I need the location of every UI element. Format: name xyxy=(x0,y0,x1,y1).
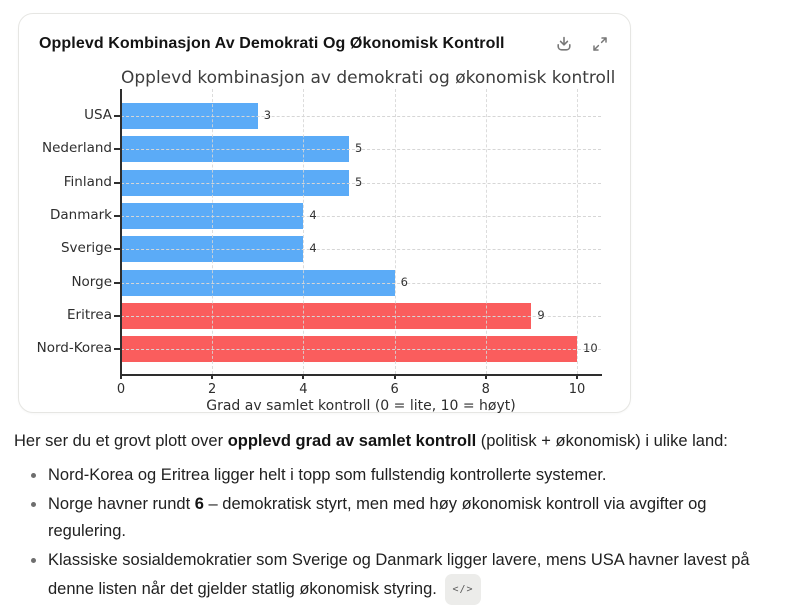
x-tick-0 xyxy=(120,374,122,379)
x-tick-label-2: 2 xyxy=(208,382,217,397)
value-label-norge: 6 xyxy=(400,274,408,289)
assistant-message: Her ser du et grovt plott over opplevd g… xyxy=(14,430,796,607)
gridline-row-6 xyxy=(121,315,601,317)
card-actions xyxy=(554,34,610,54)
text: Norge havner rundt xyxy=(48,495,195,513)
category-label-nord-korea: Nord-Korea xyxy=(36,340,112,357)
x-tick-10 xyxy=(576,374,578,379)
x-tick-4 xyxy=(302,374,305,379)
x-tick-label-0: 0 xyxy=(116,382,126,397)
y-tick-7 xyxy=(114,348,120,351)
gridline-x-2 xyxy=(212,89,214,374)
expand-icon xyxy=(591,35,609,53)
x-tick-label-6: 6 xyxy=(390,382,399,397)
x-tick-2 xyxy=(211,374,214,379)
y-tick-5 xyxy=(114,281,120,284)
bullet-item-1: Nord-Korea og Eritrea ligger helt i topp… xyxy=(31,462,785,489)
category-label-nederland: Nederland xyxy=(42,140,112,157)
value-label-eritrea: 9 xyxy=(537,307,545,322)
value-label-nederland: 5 xyxy=(355,141,363,156)
value-label-usa: 3 xyxy=(263,108,272,122)
bold-text: opplevd grad av samlet kontroll xyxy=(227,432,477,450)
x-tick-label-4: 4 xyxy=(299,382,308,397)
value-label-danmark: 4 xyxy=(309,207,317,222)
value-label-nord-korea: 10 xyxy=(583,341,598,356)
page: { "card": { "title": "Opplevd Kombinasjo… xyxy=(14,13,750,605)
code-chip[interactable]: </> xyxy=(445,574,481,605)
gridline-row-3 xyxy=(121,215,601,217)
gridline-row-4 xyxy=(121,249,601,251)
text: – demokratisk styrt, men med høy økonomi… xyxy=(48,495,707,540)
x-tick-label-10: 10 xyxy=(568,382,586,397)
chart-title: Opplevd kombinasjon av demokrati og økon… xyxy=(121,68,616,88)
analysis-intro: Her ser du et grovt plott over opplevd g… xyxy=(14,430,796,452)
gridline-x-10 xyxy=(577,89,578,374)
category-label-danmark: Danmark xyxy=(49,206,112,223)
bold-text: 6 xyxy=(194,495,204,513)
y-tick-3 xyxy=(114,214,120,217)
category-label-eritrea: Eritrea xyxy=(67,306,112,323)
gridline-row-5 xyxy=(121,282,601,284)
chart-card-header: Opplevd Kombinasjon Av Demokrati Og Økon… xyxy=(19,14,630,60)
y-tick-6 xyxy=(114,314,120,317)
x-axis-label: Grad av samlet kontroll (0 = lite, 10 = … xyxy=(206,398,516,414)
chart-card: Opplevd Kombinasjon Av Demokrati Og Økon… xyxy=(18,13,631,414)
x-tick-8 xyxy=(484,374,487,379)
card-title: Opplevd Kombinasjon Av Demokrati Og Økon… xyxy=(39,35,505,52)
y-tick-2 xyxy=(114,181,120,184)
category-label-usa: USA xyxy=(84,107,112,123)
value-label-finland: 5 xyxy=(355,174,363,189)
gridline-x-4 xyxy=(303,89,305,374)
x-axis-spine xyxy=(120,374,602,376)
text: Nord-Korea og Eritrea ligger helt i topp… xyxy=(48,466,607,484)
category-label-norge: Norge xyxy=(71,273,112,290)
bullet-item-3: Klassiske sosialdemokratier som Sverige … xyxy=(31,547,785,605)
expand-button[interactable] xyxy=(590,34,610,54)
download-icon xyxy=(555,35,573,53)
download-button[interactable] xyxy=(554,34,574,54)
gridline-x-6 xyxy=(394,89,396,374)
value-label-sverige: 4 xyxy=(309,241,317,256)
y-axis-spine xyxy=(120,89,122,374)
text: (politisk + økonomisk) i ulike land: xyxy=(476,432,728,450)
gridline-x-8 xyxy=(485,89,487,374)
gridline-row-1 xyxy=(121,149,601,151)
text: Her ser du et grovt plott over xyxy=(14,432,228,450)
bullet-item-2: Norge havner rundt 6 – demokratisk styrt… xyxy=(31,491,785,545)
bar-chart-plot-area: USA 3 Nederland 5 Finland 5 Danmark 4 Sverige 4 No… xyxy=(37,89,602,397)
gridline-row-2 xyxy=(121,182,601,184)
y-tick-4 xyxy=(114,248,120,251)
analysis-bullet-list: Nord-Korea og Eritrea ligger helt i topp… xyxy=(14,462,796,605)
category-label-sverige: Sverige xyxy=(60,240,112,257)
category-label-finland: Finland xyxy=(63,173,112,190)
gridline-row-0 xyxy=(121,116,601,117)
x-tick-label-8: 8 xyxy=(481,382,490,397)
x-tick-6 xyxy=(393,374,396,379)
gridline-row-7 xyxy=(121,349,601,351)
y-tick-0 xyxy=(114,115,120,117)
y-tick-1 xyxy=(114,148,120,151)
